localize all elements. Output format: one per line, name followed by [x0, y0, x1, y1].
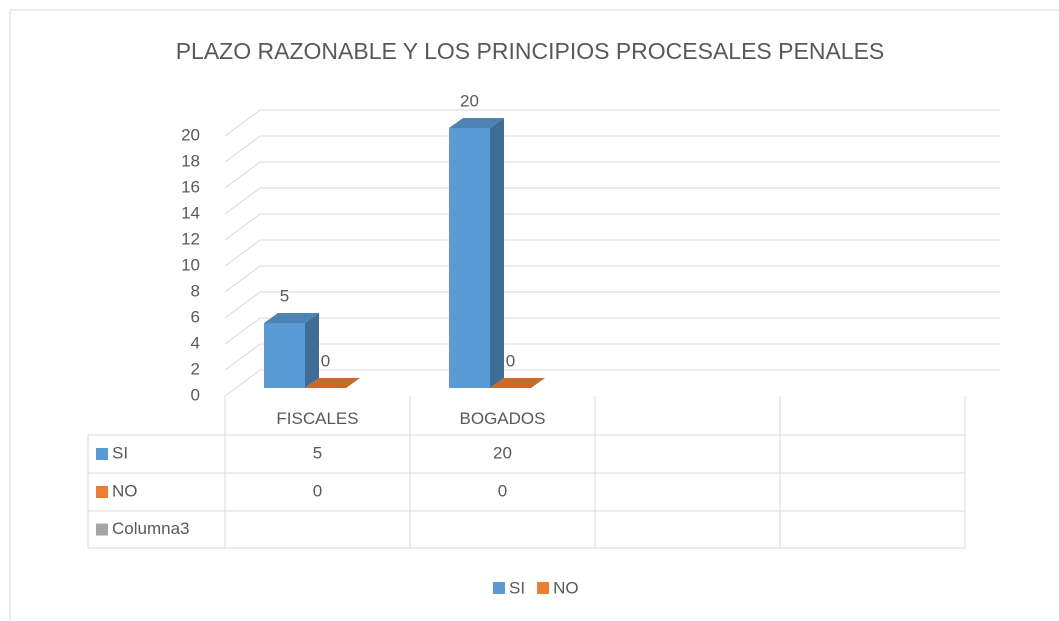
- bar: [490, 378, 545, 388]
- table-value: 5: [313, 443, 322, 462]
- data-label: 5: [280, 286, 289, 305]
- table-value: 20: [493, 443, 512, 462]
- chart-title: PLAZO RAZONABLE Y LOS PRINCIPIOS PROCESA…: [176, 38, 885, 64]
- grid-line: [224, 343, 261, 371]
- bar: [449, 118, 504, 388]
- data-label: 0: [321, 351, 330, 370]
- legend-label: SI: [509, 578, 525, 597]
- bar-face: [449, 118, 504, 128]
- table-value: 0: [313, 481, 322, 500]
- bar: [264, 313, 319, 388]
- legend-label: NO: [553, 578, 579, 597]
- y-tick-label: 8: [191, 281, 200, 300]
- x-tick-label: BOGADOS: [460, 409, 546, 428]
- table-series-name: Columna3: [112, 519, 190, 538]
- bar-face: [305, 313, 319, 388]
- grid-line: [224, 239, 261, 267]
- bar-face: [305, 378, 360, 388]
- bar-face: [264, 313, 319, 323]
- grid-line: [224, 265, 261, 293]
- bar-face: [490, 118, 504, 388]
- y-tick-label: 16: [181, 177, 200, 196]
- grid-line: [224, 317, 261, 345]
- grid-line: [224, 187, 261, 215]
- bar: [305, 378, 360, 388]
- table-series-name: SI: [112, 443, 128, 462]
- grid-line: [224, 109, 261, 137]
- bar-face: [490, 378, 545, 388]
- y-tick-label: 6: [191, 307, 200, 326]
- y-tick-label: 4: [191, 333, 200, 352]
- y-tick-label: 12: [181, 229, 200, 248]
- table-series-name: NO: [112, 481, 138, 500]
- chart-frame: [9, 9, 1059, 621]
- table-value: 0: [498, 481, 507, 500]
- data-label: 20: [460, 91, 479, 110]
- y-tick-label: 2: [191, 359, 200, 378]
- y-tick-label: 18: [181, 151, 200, 170]
- y-tick-label: 0: [191, 385, 200, 404]
- y-tick-label: 10: [181, 255, 200, 274]
- table-key: [96, 486, 108, 498]
- grid-line: [224, 291, 261, 319]
- y-tick-label: 14: [181, 203, 200, 222]
- bar-face: [264, 323, 305, 388]
- data-label: 0: [506, 351, 515, 370]
- y-tick-label: 20: [181, 125, 200, 144]
- legend-key: [493, 582, 505, 594]
- table-key: [96, 448, 108, 460]
- grid-line: [224, 161, 261, 189]
- grid-line: [224, 369, 261, 397]
- grid-line: [224, 213, 261, 241]
- table-key: [96, 523, 108, 536]
- grid-line: [224, 135, 261, 163]
- legend-key: [537, 582, 550, 594]
- bar-face: [449, 128, 490, 388]
- x-tick-label: FISCALES: [276, 409, 358, 428]
